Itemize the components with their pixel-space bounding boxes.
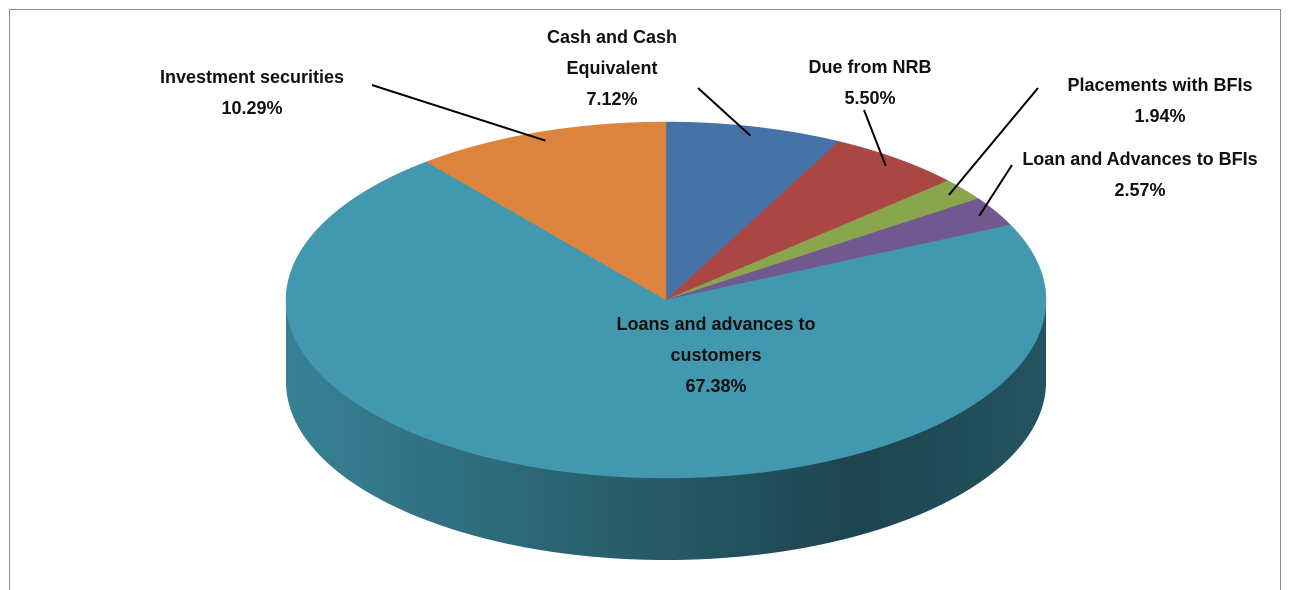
leader-line: [978, 164, 1013, 217]
slice-value: 7.12%: [586, 89, 638, 109]
leader-line: [371, 84, 546, 142]
slice-value: 2.57%: [1114, 180, 1166, 200]
slice-name: Cash and Cash Equivalent: [546, 27, 678, 78]
slice: [425, 121, 667, 301]
slice-name: Investment securities: [159, 67, 345, 87]
slice: [665, 121, 840, 301]
data-label: Loan and Advances to BFIs 2.57%: [1009, 144, 1271, 206]
slice-value: 67.38%: [685, 376, 747, 396]
slice: [285, 161, 1047, 479]
slice-value: 10.29%: [221, 98, 283, 118]
slice-name: Placements with BFIs: [1067, 75, 1253, 95]
data-label: Loans and advances to customers 67.38%: [601, 309, 831, 402]
leader-line: [697, 87, 752, 137]
data-label: Due from NRB 5.50%: [770, 52, 970, 114]
slice: [665, 141, 949, 301]
leader-line: [948, 87, 1039, 196]
slice-value: 1.94%: [1134, 106, 1186, 126]
side-shade: [286, 300, 1046, 560]
slice-name: Due from NRB: [808, 57, 932, 77]
leader-line: [863, 109, 887, 167]
slice-value: 5.50%: [844, 88, 896, 108]
slice-name: Loans and advances to customers: [616, 314, 816, 365]
frame: [9, 9, 1281, 590]
slice: [665, 198, 1012, 301]
data-label: Cash and Cash Equivalent 7.12%: [527, 22, 697, 115]
slice-name: Loan and Advances to BFIs: [1022, 149, 1258, 169]
data-label: Investment securities 10.29%: [122, 62, 382, 124]
data-label: Placements with BFIs 1.94%: [1040, 70, 1280, 132]
slice: [665, 180, 979, 301]
